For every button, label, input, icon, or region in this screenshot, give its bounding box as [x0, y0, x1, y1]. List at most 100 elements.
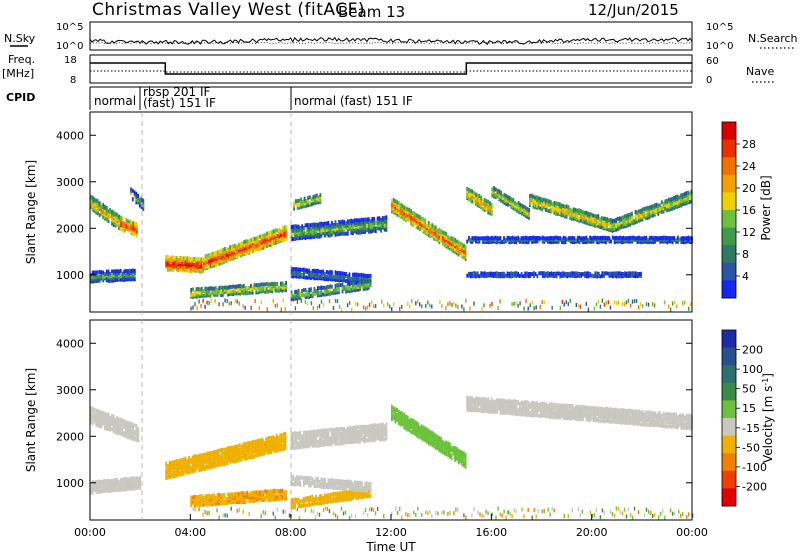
echo-cell	[267, 239, 270, 244]
echo-cell	[114, 217, 117, 222]
echo-cell	[189, 465, 192, 470]
ground-scatter-cell	[306, 301, 309, 306]
echo-cell	[215, 258, 217, 263]
echo-cell	[483, 197, 486, 202]
echo-cell	[217, 461, 220, 465]
echo-cell	[334, 270, 337, 275]
echo-cell	[357, 285, 360, 290]
echo-cell	[345, 225, 347, 230]
echo-cell	[290, 502, 293, 507]
echo-cell	[239, 253, 242, 258]
echo-cell	[534, 236, 537, 241]
echo-cell	[587, 274, 590, 279]
echo-cell	[555, 211, 558, 216]
echo-cell	[264, 489, 266, 494]
echo-cell	[223, 259, 226, 264]
echo-cell	[339, 220, 342, 225]
echo-cell	[575, 238, 577, 243]
echo-cell	[244, 291, 247, 296]
echo-cell	[213, 259, 216, 264]
echo-cell	[279, 488, 282, 493]
echo-cell	[200, 453, 203, 458]
echo-cell	[246, 249, 249, 254]
ground-scatter-cell	[682, 301, 684, 306]
echo-cell	[315, 271, 317, 276]
echo-cell	[114, 426, 117, 431]
echo-cell	[452, 249, 455, 253]
ground-scatter-cell	[585, 301, 587, 306]
echo-cell	[232, 500, 235, 505]
echo-cell	[202, 496, 205, 501]
echo-cell	[357, 272, 360, 277]
echo-cell	[167, 254, 169, 259]
ground-scatter-cell	[332, 306, 335, 311]
echo-cell	[227, 492, 229, 497]
echo-cell	[230, 458, 232, 463]
echo-cell	[399, 211, 402, 215]
echo-cell	[241, 500, 244, 504]
echo-cell	[491, 189, 494, 194]
echo-cell	[137, 200, 139, 205]
echo-cell	[433, 232, 435, 236]
echo-cell	[331, 284, 333, 289]
echo-cell	[638, 218, 640, 223]
echo-cell	[392, 197, 395, 202]
echo-cell	[130, 222, 133, 227]
echo-cell	[294, 437, 296, 442]
echo-cell	[639, 208, 642, 213]
echo-cell	[515, 206, 518, 211]
echo-cell	[301, 267, 303, 272]
echo-cell	[198, 265, 201, 270]
echo-cell	[257, 235, 260, 240]
echo-cell	[483, 274, 486, 279]
echo-cell	[301, 498, 303, 503]
echo-cell	[324, 430, 326, 435]
echo-cell	[280, 236, 282, 241]
echo-cell	[332, 496, 335, 501]
echo-cell	[367, 229, 370, 234]
echo-cell	[473, 271, 476, 276]
echo-cell	[174, 256, 176, 261]
echo-cell	[629, 218, 632, 223]
echo-cell	[641, 207, 644, 212]
echo-cell	[279, 433, 282, 438]
echo-cell	[123, 481, 126, 486]
echo-cell	[118, 486, 120, 491]
echo-cell	[507, 195, 509, 200]
echo-cell	[191, 455, 194, 460]
echo-cell	[111, 221, 113, 226]
echo-cell	[581, 216, 584, 221]
echo-cell	[114, 478, 117, 482]
echo-cell	[352, 491, 354, 496]
echo-cell	[634, 271, 637, 276]
echo-cell	[303, 501, 305, 506]
ground-scatter-cell	[310, 301, 313, 306]
echo-cell	[190, 495, 193, 500]
echo-cell	[483, 208, 486, 212]
echo-cell	[311, 233, 314, 238]
echo-cell	[341, 495, 344, 500]
echo-cell	[357, 493, 360, 498]
echo-cell	[182, 264, 185, 269]
echo-cell	[478, 196, 481, 201]
echo-cell	[186, 258, 189, 263]
ground-scatter-cell	[204, 304, 206, 309]
echo-cell	[608, 227, 610, 232]
echo-cell	[566, 274, 569, 279]
echo-cell	[229, 284, 231, 289]
echo-cell	[366, 433, 368, 437]
echo-cell	[629, 271, 632, 276]
echo-cell	[557, 208, 559, 213]
echo-cell	[297, 441, 300, 446]
echo-cell	[100, 423, 103, 427]
echo-cell	[359, 224, 361, 229]
echo-cell	[300, 200, 302, 205]
echo-cell	[346, 438, 349, 443]
echo-cell	[260, 289, 263, 294]
echo-cell	[313, 501, 316, 506]
echo-cell	[261, 438, 264, 443]
echo-cell	[114, 278, 117, 282]
echo-cell	[552, 272, 555, 276]
echo-cell	[239, 500, 242, 505]
echo-cell	[91, 195, 94, 200]
